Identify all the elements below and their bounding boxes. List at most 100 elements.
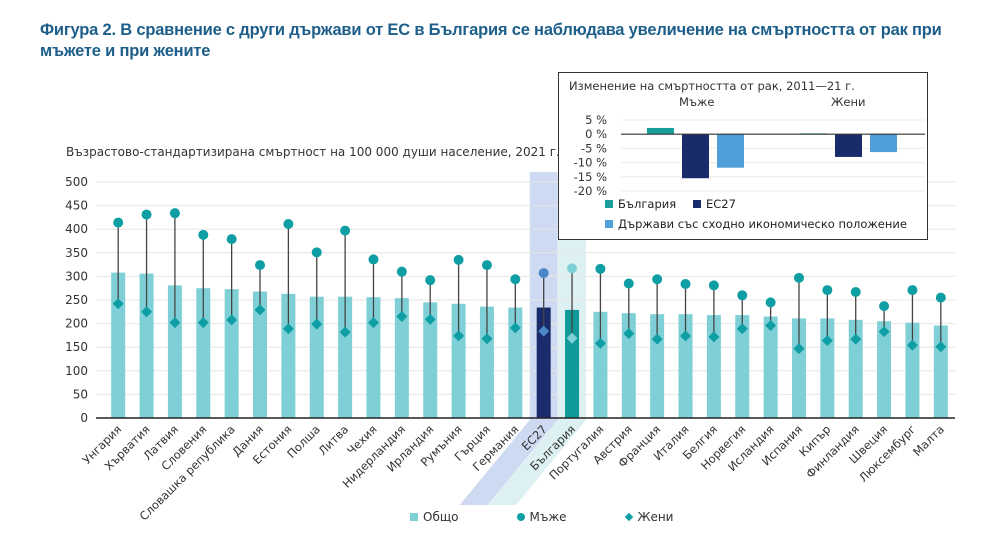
inset-group-label-men: Мъже [679,95,715,109]
bar [848,319,863,418]
men-dot [141,209,152,220]
men-dot [765,297,776,308]
women-diamond [453,330,465,342]
inset-y-tick-label: 0 % [585,127,607,141]
inset-group-label-women: Жени [831,95,866,109]
women-diamond [538,325,550,337]
y-tick-label: 350 [65,246,88,260]
highlight-band-bulgaria [488,172,587,505]
men-dot [680,278,691,289]
women-diamond [906,339,918,351]
women-diamond [311,318,323,330]
men-dot [595,263,606,274]
inset-bar [682,134,709,179]
y-tick-label: 50 [73,387,88,401]
men-dot [425,275,436,286]
y-tick-label: 450 [65,199,88,213]
legend-label: България [618,197,677,211]
bar [111,272,126,418]
bar [678,314,693,418]
women-diamond [141,306,153,318]
bar [253,291,268,418]
inset-bar [835,134,862,157]
inset-y-tick-label: -5 % [581,141,607,155]
y-tick-label: 250 [65,293,88,307]
women-diamond [339,326,351,338]
x-tick-label: Литва [315,422,351,458]
men-dot [311,247,322,258]
legend-label: Общо [423,510,459,524]
women-diamond [878,326,890,338]
bar [423,302,438,418]
bar [139,273,154,418]
women-diamond [736,323,748,335]
bar [536,307,551,418]
y-tick-label: 150 [65,340,88,354]
inset-legend-eu27: ЕС27 [693,197,736,211]
inset-y-tick-label: -10 % [574,156,607,170]
y-tick-label: 100 [65,364,88,378]
y-tick-label: 300 [65,269,88,283]
men-dot [879,301,890,312]
legend-swatch [605,200,613,208]
men-dot [198,229,209,240]
inset-y-tick-label: 5 % [585,113,607,127]
bar [281,293,296,418]
women-diamond [850,333,862,345]
men-dot [737,290,748,301]
women-diamond [821,335,833,347]
bar [621,313,636,418]
bar [706,315,721,418]
legend-women: Жени [624,510,674,524]
men-dot [169,208,180,219]
legend-square-icon [410,513,418,521]
women-diamond [367,317,379,329]
bar [167,285,182,418]
bar [338,296,353,418]
legend-swatch [605,220,613,228]
women-diamond [169,317,181,329]
bar [791,318,806,418]
men-dot [283,219,294,230]
men-dot [850,286,861,297]
bar [309,296,324,418]
inset-bar [647,127,674,135]
inset-bar [717,134,744,168]
y-tick-label: 200 [65,317,88,331]
highlight-band-eu27 [459,172,558,505]
y-tick-label: 500 [65,175,88,189]
inset-chart: 5 %0 %-5 %-10 %-15 %-20 % [574,113,925,198]
men-dot [907,285,918,296]
figure-title: Фигура 2. В сравнение с други държави от… [40,21,942,60]
women-diamond [112,298,124,310]
women-diamond [197,317,209,329]
women-diamond [424,313,436,325]
inset-y-tick-label: -15 % [574,170,607,184]
legend-total: Общо [410,510,459,524]
women-diamond [680,330,692,342]
legend-label: Жени [637,510,674,524]
x-tick-label: Малта [910,422,947,459]
women-diamond [254,304,266,316]
inset-title: Изменение на смъртността от рак, 2011—21… [569,79,855,93]
legend-label: ЕС27 [706,197,736,211]
men-dot [255,260,266,271]
bar [394,298,409,418]
bar [763,316,778,418]
men-dot [226,234,237,245]
bar [366,297,381,418]
women-diamond [282,323,294,335]
men-dot [481,260,492,271]
inset-legend-bulgaria: България [605,197,676,211]
y-tick-label: 0 [80,411,88,425]
bar [820,318,835,418]
inset-chart-box: 5 % 0 % -5 % -10 % -15 % -20 % Изменение на с… [558,72,928,240]
men-dot [453,254,464,265]
legend-label: Мъже [529,510,567,524]
women-diamond [226,314,238,326]
women-diamond [396,311,408,323]
legend-diamond-icon [624,512,633,522]
women-diamond [623,328,635,340]
bar [451,303,466,418]
